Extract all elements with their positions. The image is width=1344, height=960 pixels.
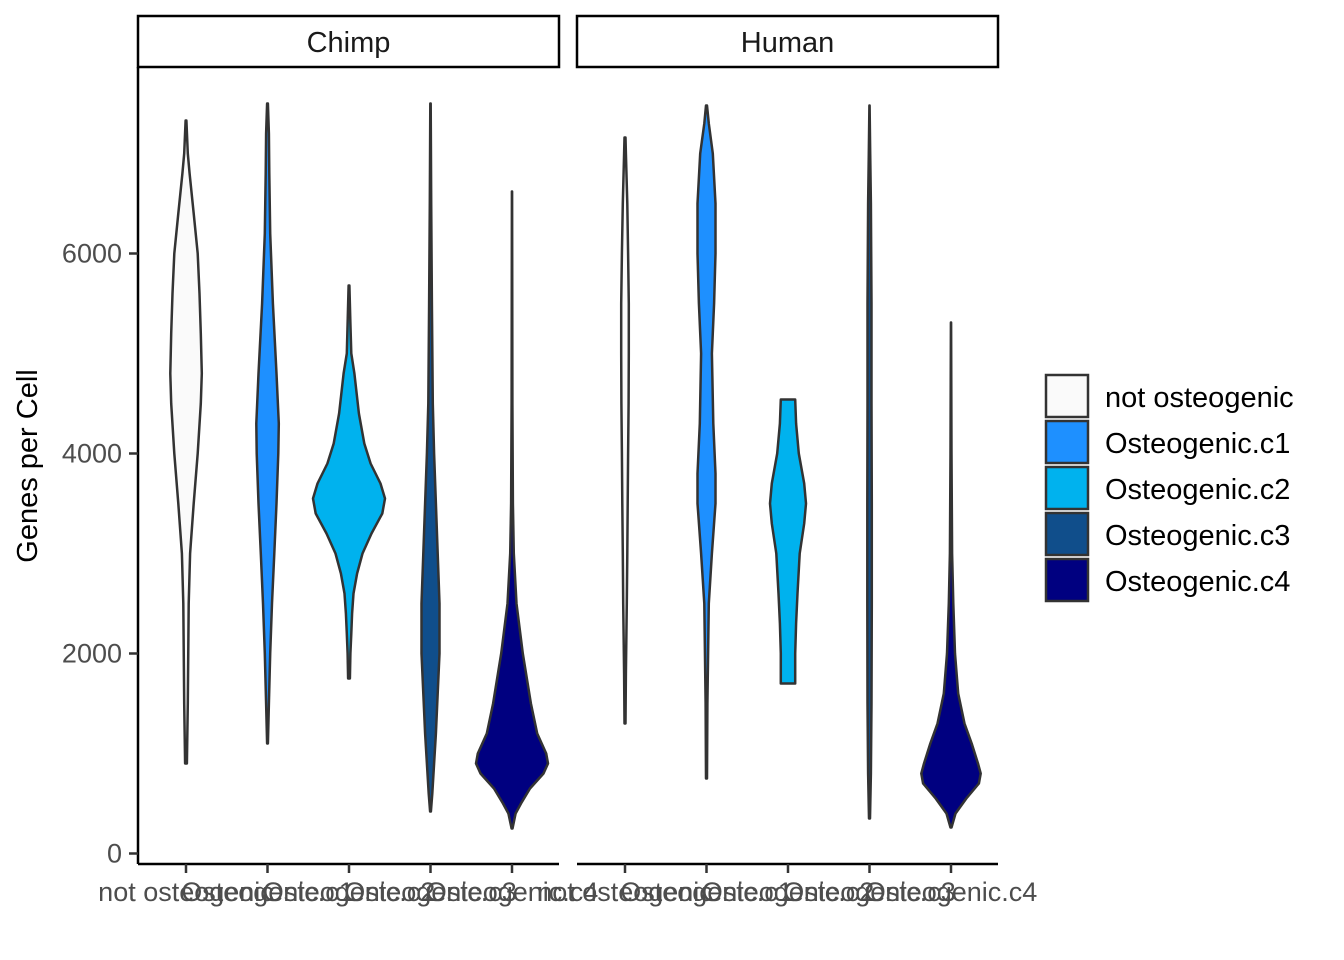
legend-key bbox=[1044, 511, 1090, 557]
violin-chimp-not-osteogenic bbox=[169, 119, 204, 765]
violin-chimp-osteogenic-c3 bbox=[420, 102, 441, 813]
violin-layer bbox=[169, 102, 982, 830]
legend-item-osteogenic-c3: Osteogenic.c3 bbox=[1044, 511, 1290, 557]
y-tick: 4000 bbox=[62, 439, 138, 469]
violin-human-osteogenic-c4 bbox=[920, 321, 982, 829]
legend: not osteogenic Osteogenic.c1 Osteogenic.… bbox=[1044, 373, 1294, 603]
y-axis: 0 2000 4000 6000 bbox=[62, 67, 140, 869]
x-ticks bbox=[184, 864, 953, 873]
x-tick-label: not osteogenic bbox=[98, 877, 274, 907]
violin-chimp-osteogenic-c1 bbox=[255, 102, 281, 745]
violin-human-osteogenic-c2 bbox=[768, 398, 808, 685]
legend-item-osteogenic-c1: Osteogenic.c1 bbox=[1044, 419, 1290, 465]
facet-label-chimp: Chimp bbox=[307, 27, 391, 59]
y-tick-label: 4000 bbox=[62, 439, 122, 469]
legend-label: Osteogenic.c4 bbox=[1105, 566, 1290, 598]
x-tick-label: Osteogenic.c2 bbox=[702, 877, 875, 907]
facet-label-human: Human bbox=[741, 27, 835, 59]
legend-label: not osteogenic bbox=[1105, 382, 1294, 414]
legend-item-osteogenic-c4: Osteogenic.c4 bbox=[1044, 557, 1290, 603]
legend-item-not-osteogenic: not osteogenic bbox=[1044, 373, 1294, 419]
x-tick-label: Osteogenic.c3 bbox=[783, 877, 956, 907]
x-tick-label: Osteogenic.c1 bbox=[620, 877, 793, 907]
legend-key bbox=[1044, 373, 1090, 419]
legend-item-osteogenic-c2: Osteogenic.c2 bbox=[1044, 465, 1290, 511]
y-tick: 6000 bbox=[62, 239, 138, 269]
x-tick-label: not osteogenic bbox=[537, 877, 713, 907]
y-axis-title: Genes per Cell bbox=[12, 369, 44, 562]
x-tick-labels-chimp: not osteogenic Osteogenic.c1 Osteogenic.… bbox=[98, 877, 598, 907]
x-tick-label: Osteogenic.c3 bbox=[344, 877, 517, 907]
y-tick: 2000 bbox=[62, 639, 138, 669]
violin-human-not-osteogenic bbox=[619, 136, 631, 725]
x-tick-label: Osteogenic.c1 bbox=[181, 877, 354, 907]
legend-label: Osteogenic.c2 bbox=[1105, 474, 1290, 506]
facet-strip-chimp: Chimp bbox=[136, 14, 561, 69]
x-tick-label: Osteogenic.c2 bbox=[263, 877, 436, 907]
y-tick-label: 2000 bbox=[62, 639, 122, 669]
legend-key bbox=[1044, 465, 1090, 511]
violin-chimp-osteogenic-c2 bbox=[311, 284, 387, 680]
legend-key bbox=[1044, 557, 1090, 603]
x-tick-label: Osteogenic.c4 bbox=[865, 877, 1038, 907]
violin-human-osteogenic-c3 bbox=[866, 104, 874, 820]
violin-chimp-osteogenic-c4 bbox=[474, 190, 550, 830]
y-tick: 0 bbox=[107, 839, 138, 869]
y-tick-label: 6000 bbox=[62, 239, 122, 269]
legend-label: Osteogenic.c1 bbox=[1105, 428, 1290, 460]
violin-human-osteogenic-c1 bbox=[696, 104, 717, 780]
legend-label: Osteogenic.c3 bbox=[1105, 520, 1290, 552]
x-tick-labels-human: not osteogenic Osteogenic.c1 Osteogenic.… bbox=[537, 877, 1037, 907]
x-tick-label: Osteogenic.c4 bbox=[426, 877, 599, 907]
y-tick-label: 0 bbox=[107, 839, 122, 869]
facet-strip-human: Human bbox=[575, 14, 1000, 69]
legend-key bbox=[1044, 419, 1090, 465]
